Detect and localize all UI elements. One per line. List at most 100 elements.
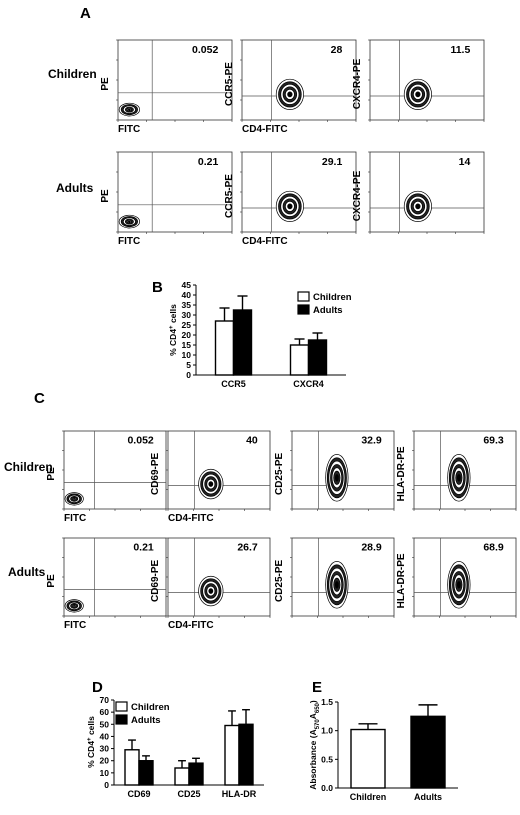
y-tick-label: 70 — [100, 695, 110, 705]
density-contours — [64, 492, 84, 506]
y-tick-label: 15 — [182, 340, 192, 350]
axis-label-y: CD69-PE — [150, 452, 161, 495]
legend-swatch — [297, 291, 310, 302]
plot-frame — [241, 151, 357, 233]
category-label: CCR5 — [221, 379, 246, 389]
density-contours — [447, 454, 471, 502]
flow-plot-a-1-1: 29.1 CCR5-PE CD4-FITC — [224, 151, 357, 247]
y-tick-label: 35 — [182, 300, 192, 310]
y-tick-label: 20 — [100, 756, 110, 766]
contour-core — [335, 474, 339, 482]
plot-frame — [167, 430, 271, 510]
axis-label-y: PE — [100, 77, 111, 91]
bar-children-cd69 — [124, 749, 140, 786]
bar-adults-cxcr4 — [307, 339, 328, 376]
axis-label-x: FITC — [118, 124, 140, 135]
contour-core — [209, 588, 213, 594]
quadrant-value: 0.21 — [198, 156, 219, 168]
y-tick-label: 1.0 — [321, 726, 333, 736]
axis-label-y: PE — [100, 189, 111, 203]
axis-label-x: FITC — [118, 236, 140, 247]
y-tick-label: 25 — [182, 320, 192, 330]
axis-label-y: % CD4+ cells — [168, 304, 178, 356]
category-label: Children — [350, 792, 387, 802]
axis-label-y: CD25-PE — [274, 452, 285, 495]
quadrant-value: 40 — [246, 434, 258, 446]
axis-label-y: CXCR4-PE — [352, 170, 363, 221]
contour-core — [127, 220, 131, 223]
flow-plot-c-1-2: 28.9 CD25-PE — [274, 537, 395, 618]
panel-d-bar-chart: 0 10 20 30 40 50 60 70 CD69 CD25 HLA-DR % CD4+ cell… — [86, 695, 264, 799]
y-tick-label: 10 — [182, 350, 192, 360]
bar-adults-ccr5 — [232, 309, 253, 376]
contour-core — [72, 497, 76, 500]
panel-d-letter: D — [92, 679, 103, 696]
panel-e-bar-chart: 0.0 0.5 1.0 1.5 Children Adults Absorbance (A5… — [308, 697, 458, 802]
density-contours — [275, 190, 304, 222]
flow-plot-c-0-0: 0.052 PE FITC — [46, 430, 167, 524]
flow-plot-a-0-0: 0.052 PE FITC — [100, 39, 233, 135]
category-label: Adults — [414, 792, 442, 802]
contour-core — [457, 581, 461, 589]
contour-core — [127, 108, 131, 111]
density-contours — [118, 214, 141, 229]
legend-entry: Children — [313, 292, 352, 303]
quadrant-value: 14 — [459, 156, 471, 168]
category-label: CD69 — [127, 789, 150, 799]
y-tick-label: 40 — [100, 731, 110, 741]
contour-core — [287, 204, 292, 209]
density-contours — [198, 575, 224, 607]
density-contours — [403, 190, 432, 222]
quadrant-value: 69.3 — [483, 434, 504, 446]
panel-c-letter: C — [34, 390, 45, 407]
axis-label-y: HLA-DR-PE — [396, 446, 407, 501]
axis-label-y: CD69-PE — [150, 559, 161, 602]
bar-children-ccr5 — [214, 320, 235, 376]
contour-core — [72, 604, 76, 607]
density-contours — [275, 78, 304, 110]
plot-frame — [369, 39, 485, 121]
flow-plot-a-0-1: 28 CCR5-PE CD4-FITC — [224, 39, 357, 135]
contour-core — [415, 204, 420, 209]
panel-a-letter: A — [80, 5, 91, 22]
category-label: CXCR4 — [293, 379, 324, 389]
contour-core — [287, 92, 292, 97]
quadrant-value: 28 — [331, 44, 343, 56]
axis-label-y: HLA-DR-PE — [396, 553, 407, 608]
legend-entry: Children — [131, 702, 170, 713]
y-tick-label: 60 — [100, 707, 110, 717]
bar-adults-hla-dr — [238, 723, 254, 786]
axis-label-x: FITC — [64, 513, 86, 524]
panel-c-row2-label: Adults — [8, 565, 46, 579]
flow-plot-a-1-0: 0.21 PE FITC — [100, 151, 233, 247]
bar-children-hla-dr — [224, 724, 240, 786]
bar-adults-cd69 — [138, 760, 154, 786]
axis-label-y: CCR5-PE — [224, 174, 235, 218]
flow-plot-c-0-2: 32.9 CD25-PE — [274, 430, 395, 511]
axis-label-x: FITC — [64, 620, 86, 631]
plot-frame — [369, 151, 485, 233]
legend-entry: Adults — [313, 305, 343, 316]
panel-b-letter: B — [152, 279, 163, 296]
plot-frame — [167, 537, 271, 617]
axis-label-x: CD4-FITC — [168, 620, 214, 631]
y-tick-label: 0.0 — [321, 783, 333, 793]
y-tick-label: 0 — [186, 370, 191, 380]
quadrant-value: 0.21 — [133, 541, 154, 553]
contour-core — [335, 581, 339, 589]
density-contours — [64, 599, 84, 613]
axis-label-y: PE — [46, 467, 57, 481]
quadrant-value: 11.5 — [450, 44, 470, 56]
bar-children-cxcr4 — [289, 344, 310, 376]
contour-core — [457, 474, 461, 482]
flow-plot-a-1-2: 14 CXCR4-PE — [352, 151, 485, 234]
category-label: HLA-DR — [222, 789, 257, 799]
contour-core — [209, 481, 213, 487]
y-tick-label: 0.5 — [321, 754, 333, 764]
panel-c-row1-label: Children — [4, 460, 53, 474]
panel-a-row1-label: Children — [48, 67, 97, 81]
flow-plot-a-0-2: 11.5 CXCR4-PE — [352, 39, 485, 122]
density-contours — [325, 454, 349, 502]
y-tick-label: 0 — [104, 780, 109, 790]
bar-series-adults — [410, 715, 446, 789]
